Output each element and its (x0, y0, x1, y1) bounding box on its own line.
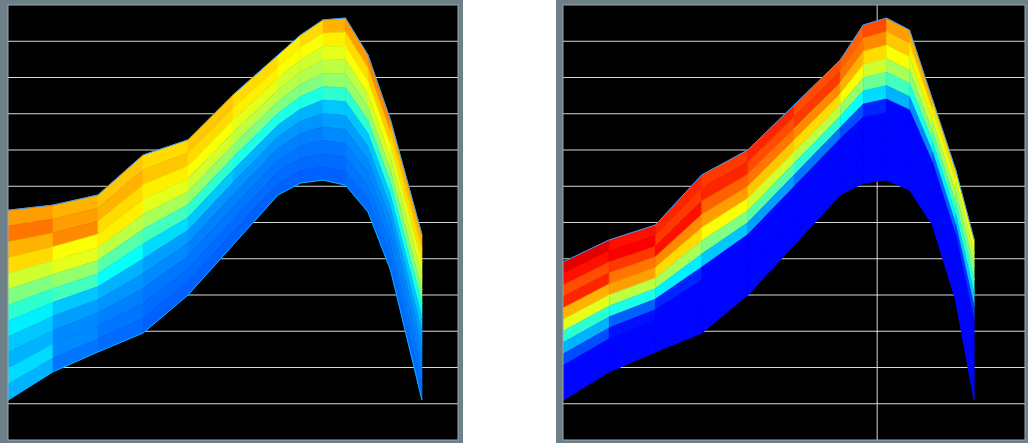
layer-cell (609, 341, 655, 372)
layer-cell (346, 171, 369, 212)
marks (563, 18, 974, 400)
panel (0, 0, 463, 443)
plot-frame (8, 5, 458, 440)
layer-cell (910, 177, 933, 225)
grid-line (8, 403, 458, 404)
layer-cell (794, 184, 840, 245)
layer-cell (323, 18, 346, 33)
layer-cell (323, 46, 346, 60)
panel-border (0, 0, 463, 443)
grid (8, 41, 458, 404)
layer-cell (323, 100, 346, 116)
layer-cell (702, 283, 748, 333)
grid-line (563, 367, 1025, 368)
layer-cell (933, 204, 956, 289)
layer-cell (956, 278, 974, 386)
grid-line (8, 41, 458, 42)
layer-cell (323, 60, 346, 74)
chart-canvas (0, 0, 1028, 443)
grid-line (8, 77, 458, 78)
grid-line (563, 403, 1025, 404)
lower-edge (563, 180, 974, 400)
panel-border (556, 0, 1028, 443)
layer-cell (391, 232, 423, 372)
layer-cell (98, 318, 143, 352)
grid-line (8, 367, 458, 368)
grid-line (563, 77, 1025, 78)
layer-cell (368, 199, 391, 270)
grid (563, 5, 1025, 440)
layer-cell (323, 32, 346, 47)
layer-cell (391, 245, 423, 386)
plot-background (563, 5, 1025, 440)
layer-cell (143, 282, 188, 333)
panel (556, 0, 1028, 443)
layer-cell (563, 361, 609, 400)
layer-cell (233, 183, 278, 245)
plot-background (8, 5, 458, 440)
layer-cell (278, 171, 301, 195)
layer-cell (8, 358, 53, 400)
layer-cell (840, 170, 863, 195)
marks (8, 18, 422, 400)
layer-cell (748, 233, 794, 295)
layer-cell (956, 268, 974, 374)
lower-edge (8, 180, 422, 400)
upper-edge (563, 18, 974, 262)
plot-frame (563, 5, 1025, 440)
grid-line (563, 41, 1025, 42)
layer-cell (188, 232, 233, 295)
layer-cell (886, 167, 909, 190)
layer-cell (323, 87, 346, 102)
layer-cell (323, 73, 346, 87)
